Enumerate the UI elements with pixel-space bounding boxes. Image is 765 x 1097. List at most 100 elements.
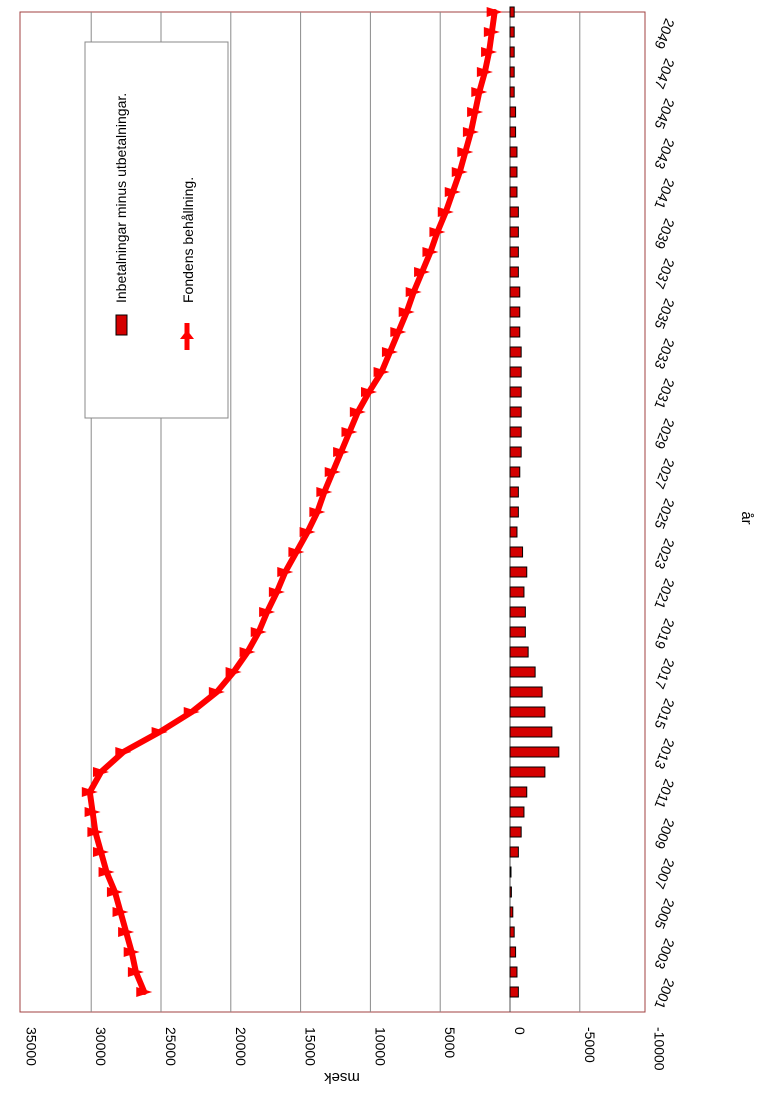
line-marker — [341, 427, 358, 437]
line-marker — [98, 867, 115, 877]
bar — [509, 806, 525, 818]
legend: Inbetalningar minus utbetalningar. Fonde… — [84, 41, 229, 419]
bar — [509, 426, 522, 438]
bar — [509, 346, 522, 358]
line-marker — [422, 247, 439, 257]
bar — [509, 66, 515, 78]
line-marker — [87, 827, 104, 837]
bar — [509, 886, 512, 898]
bar — [509, 526, 518, 538]
line-marker — [405, 287, 422, 297]
line-marker — [259, 607, 276, 617]
bar — [509, 646, 529, 658]
line-marker — [429, 227, 446, 237]
line-marker — [277, 567, 294, 577]
line-marker — [84, 807, 101, 817]
bar — [509, 126, 517, 138]
value-tick-label: 30000 — [93, 1027, 109, 1066]
line-marker — [451, 167, 468, 177]
value-tick-label: -10000 — [652, 1027, 668, 1071]
bar — [509, 686, 543, 698]
bar — [509, 366, 522, 378]
line-marker — [486, 7, 503, 17]
value-tick-label: -5000 — [582, 1027, 598, 1063]
bar — [509, 46, 515, 58]
line-marker — [476, 67, 493, 77]
bar — [509, 26, 515, 38]
bar — [509, 566, 528, 578]
bar — [509, 586, 525, 598]
bar — [509, 626, 526, 638]
line-marker — [467, 107, 484, 117]
legend-box — [84, 41, 229, 419]
line-marker — [390, 327, 407, 337]
bar — [509, 906, 514, 918]
line-marker — [471, 87, 488, 97]
value-tick-labels: 35000 30000 25000 20000 15000 10000 5000 0 -5000… — [23, 1027, 667, 1071]
line-marker — [225, 667, 242, 677]
value-tick-label: 10000 — [372, 1027, 388, 1066]
bar — [509, 186, 518, 198]
line-marker — [414, 267, 431, 277]
line-marker — [118, 927, 135, 937]
legend-bar-label: Inbetalningar minus utbetalningar. — [113, 93, 129, 303]
line-series — [81, 7, 503, 997]
line-marker — [462, 127, 479, 137]
series-line — [86, 9, 498, 995]
bar — [509, 546, 524, 558]
bar-series — [509, 6, 560, 998]
line-marker — [288, 547, 305, 557]
bar — [509, 6, 515, 18]
bar — [509, 226, 519, 238]
bar — [509, 206, 519, 218]
line-marker — [92, 847, 109, 857]
line-marker — [381, 347, 398, 357]
line-marker — [183, 707, 200, 717]
value-tick-label: 20000 — [233, 1027, 249, 1066]
legend-line-label: Fondens behållning. — [180, 177, 196, 303]
bar — [509, 746, 560, 758]
bar — [509, 166, 518, 178]
line-marker — [92, 767, 109, 777]
bar — [509, 266, 519, 278]
line-marker — [333, 447, 350, 457]
bar — [509, 106, 517, 118]
line-marker — [112, 907, 129, 917]
line-marker — [250, 627, 267, 637]
line-marker — [373, 367, 390, 377]
line-marker — [151, 727, 168, 737]
plot-area-border — [19, 11, 646, 1013]
line-marker — [437, 207, 454, 217]
bar — [509, 946, 517, 958]
line-marker — [208, 687, 225, 697]
bar — [509, 826, 522, 838]
bar — [509, 846, 519, 858]
bar — [509, 926, 515, 938]
bar — [509, 146, 518, 158]
bar — [509, 706, 546, 718]
line-marker — [123, 947, 140, 957]
line-marker — [81, 787, 98, 797]
line-marker — [361, 387, 378, 397]
line-marker — [481, 47, 498, 57]
value-tick-label: 25000 — [163, 1027, 179, 1066]
line-marker — [398, 307, 415, 317]
line-marker — [136, 987, 153, 997]
bar — [509, 286, 521, 298]
line-marker — [349, 407, 366, 417]
bar — [509, 986, 519, 998]
bar — [509, 446, 522, 458]
bar — [509, 86, 515, 98]
legend-line-marker — [180, 330, 194, 339]
bar — [509, 766, 546, 778]
bar — [509, 506, 519, 518]
line-marker — [115, 747, 132, 757]
value-tick-label: 15000 — [303, 1027, 319, 1066]
line-marker — [299, 527, 316, 537]
value-tick-label: 35000 — [23, 1027, 39, 1066]
bar — [509, 406, 522, 418]
line-marker — [444, 187, 461, 197]
bar — [509, 866, 512, 878]
value-tick-label: 5000 — [442, 1027, 458, 1058]
